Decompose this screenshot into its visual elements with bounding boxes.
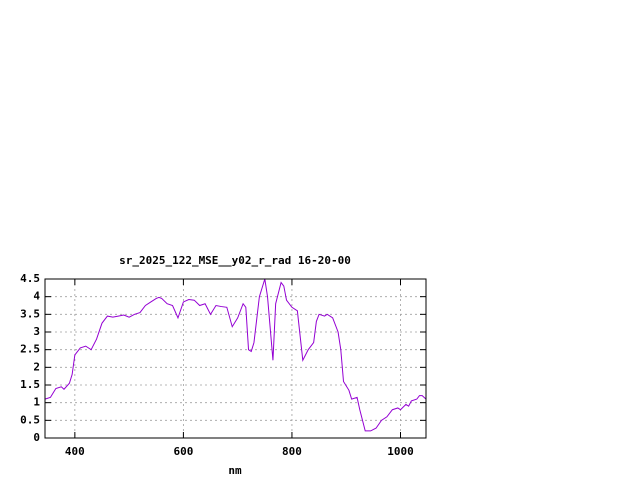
y-tick-label: 4 <box>33 290 40 303</box>
x-tick-label: 600 <box>173 445 193 458</box>
y-tick-label: 0.5 <box>20 413 40 426</box>
x-tick-label: 1000 <box>387 445 414 458</box>
x-tick-label: 400 <box>65 445 85 458</box>
y-tick-label: 3 <box>33 325 40 338</box>
y-tick-label: 0 <box>33 431 40 444</box>
x-axis-label: nm <box>228 464 242 477</box>
x-tick-label: 800 <box>282 445 302 458</box>
chart-title: sr_2025_122_MSE__y02_r_rad 16-20-00 <box>119 254 351 267</box>
y-tick-label: 1 <box>33 396 40 409</box>
y-tick-label: 2 <box>33 360 40 373</box>
y-tick-label: 1.5 <box>20 378 40 391</box>
data-line <box>44 278 427 432</box>
y-tick-label: 2.5 <box>20 343 40 356</box>
plot-border <box>44 278 427 439</box>
y-tick-label: 3.5 <box>20 307 40 320</box>
y-tick-label: 4.5 <box>20 272 40 285</box>
